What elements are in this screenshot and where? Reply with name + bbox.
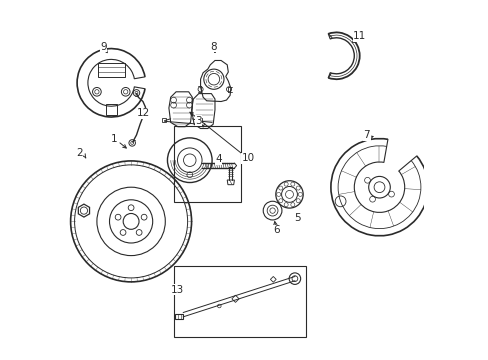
Text: 7: 7 (363, 130, 369, 140)
Text: 8: 8 (210, 42, 217, 52)
Text: 10: 10 (241, 153, 254, 163)
Text: 3: 3 (195, 116, 202, 126)
Text: 5: 5 (294, 213, 301, 223)
Text: 9: 9 (100, 42, 106, 52)
Bar (174, 266, 305, 337)
Text: 12: 12 (136, 108, 149, 118)
Text: 4: 4 (215, 154, 222, 164)
Bar (174, 126, 241, 202)
Text: 2: 2 (76, 148, 83, 158)
Text: 1: 1 (111, 134, 117, 144)
Text: 11: 11 (352, 31, 366, 41)
Text: 6: 6 (273, 225, 280, 235)
Text: 13: 13 (171, 285, 184, 295)
